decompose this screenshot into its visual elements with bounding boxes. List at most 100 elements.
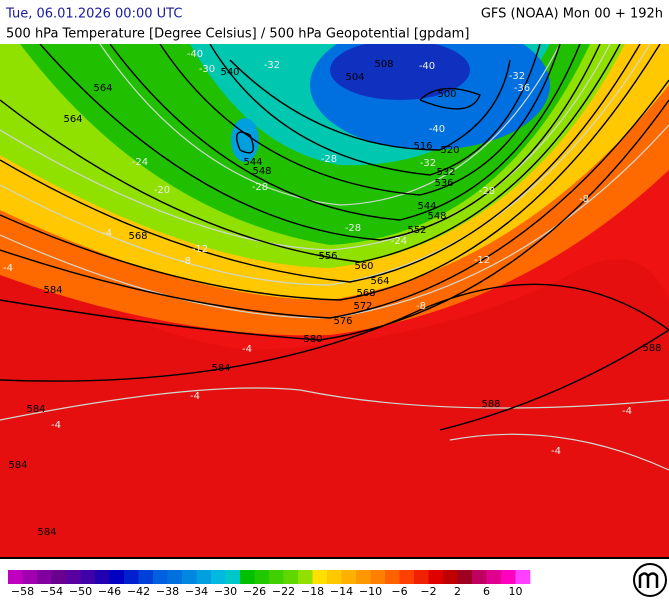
colorbar-swatch — [196, 570, 212, 584]
colorbar-swatch — [225, 570, 241, 584]
colorbar-swatch — [356, 570, 371, 584]
height-label: 572 — [353, 301, 372, 312]
temperature-label: -4 — [3, 263, 13, 274]
temperature-label: -4 — [51, 420, 61, 431]
height-label: 568 — [356, 288, 375, 299]
colorbar-label: −38 — [156, 585, 179, 598]
height-label: 548 — [427, 211, 446, 222]
colorbar-swatch — [167, 570, 183, 584]
colorbar-swatch — [269, 570, 284, 584]
height-label: 516 — [413, 141, 432, 152]
height-label: 584 — [211, 363, 230, 374]
temperature-label: -4 — [551, 446, 561, 457]
colorbar-swatch — [501, 570, 516, 584]
colorbar-swatch — [515, 570, 531, 584]
temperature-label: -8 — [416, 301, 426, 312]
temperature-labels: -40-30 -32 -40-32-36-40-28-28-24-28-24-20-… — [3, 49, 632, 457]
height-label: 588 — [642, 343, 661, 354]
height-label: 576 — [333, 316, 352, 327]
colorbar-swatch — [8, 570, 23, 584]
height-label: 520 — [440, 145, 459, 156]
colorbar: −58 −54 −50 −46 −42 −38 −34 −30 −26 −22 −18 −14 −10−… — [8, 570, 531, 598]
height-label: 544 — [417, 201, 436, 212]
map-border — [0, 557, 669, 559]
height-label: 532 — [436, 167, 455, 178]
colorbar-label: −54 — [40, 585, 63, 598]
temperature-label: -30 — [199, 64, 215, 75]
temperature-label: -4 — [102, 228, 112, 239]
colorbar-swatch — [399, 570, 415, 584]
temperature-label: -12 — [192, 244, 208, 255]
temperature-label: -4 — [622, 406, 632, 417]
colorbar-swatch — [443, 570, 458, 584]
temperature-label: -40 — [419, 61, 435, 72]
height-label: 584 — [37, 527, 56, 538]
height-label: 584 — [8, 460, 27, 471]
temperature-label: -12 — [474, 255, 490, 266]
temperature-label: -4 — [242, 344, 252, 355]
height-label: 552 — [407, 225, 426, 236]
temperature-label: -28 — [321, 154, 337, 165]
colorbar-swatch — [341, 570, 357, 584]
colorbar-swatch — [51, 570, 67, 584]
temperature-label: -32 — [509, 71, 525, 82]
datetime: Tue, 06.01.2026 00:00 UTC — [5, 7, 182, 22]
height-label: 504 — [345, 72, 364, 83]
height-label: 556 — [318, 251, 337, 262]
colorbar-swatch — [414, 570, 429, 584]
colorbar-swatch — [370, 570, 386, 584]
colorbar-swatch — [182, 570, 197, 584]
colorbar-swatch — [312, 570, 328, 584]
colorbar-swatch — [109, 570, 125, 584]
colorbar-swatch — [22, 570, 38, 584]
temperature-label: -24 — [132, 157, 148, 168]
colorbar-swatch — [66, 570, 81, 584]
colorbar-swatch — [240, 570, 255, 584]
colorbar-label: −46 — [98, 585, 121, 598]
height-label: 564 — [93, 83, 112, 94]
colorbar-swatch — [211, 570, 226, 584]
subtitle: 500 hPa Temperature [Degree Celsius] / 5… — [6, 27, 469, 42]
height-label: 584 — [43, 285, 62, 296]
height-label: 544 — [243, 157, 262, 168]
height-contours — [0, 44, 669, 431]
temperature-label: -4 — [190, 391, 200, 402]
height-label: 580 — [303, 334, 322, 345]
colorbar-label: −14 — [330, 585, 353, 598]
colorbar-swatch — [80, 570, 96, 584]
cold-core-inner — [330, 44, 470, 100]
colorbar-label: −10 — [359, 585, 382, 598]
height-label: 548 — [252, 166, 271, 177]
temperature-label: -24 — [391, 236, 407, 247]
colorbar-label: −58 — [11, 585, 34, 598]
temperature-label: -32 — [420, 158, 436, 169]
height-label: 588 — [481, 399, 500, 410]
colorbar-label: −6 — [391, 585, 407, 598]
temperature-label: -40 — [187, 49, 203, 60]
height-label: 564 — [370, 276, 389, 287]
colorbar-swatch — [486, 570, 502, 584]
colorbar-label: −2 — [420, 585, 436, 598]
colorbar-swatch — [254, 570, 270, 584]
colorbar-swatch — [298, 570, 313, 584]
colorbar-label: −50 — [69, 585, 92, 598]
colorbar-label: 6 — [483, 585, 490, 598]
height-label: 540 — [220, 67, 239, 78]
warm-patch — [0, 200, 669, 558]
colorbar-swatch — [327, 570, 342, 584]
temperature-label: -8 — [579, 194, 589, 205]
temperature-label: -8 — [181, 256, 191, 267]
temperature-label: -32 — [264, 60, 280, 71]
height-label: 500 — [437, 89, 456, 100]
height-label: 584 — [26, 404, 45, 415]
colorbar-swatch — [138, 570, 154, 584]
colorbar-swatch — [472, 570, 487, 584]
height-label: 536 — [434, 178, 453, 189]
height-label: 560 — [354, 261, 373, 272]
colorbar-label: 2 — [454, 585, 461, 598]
colorbar-swatch — [428, 570, 444, 584]
colorbar-swatch — [95, 570, 110, 584]
